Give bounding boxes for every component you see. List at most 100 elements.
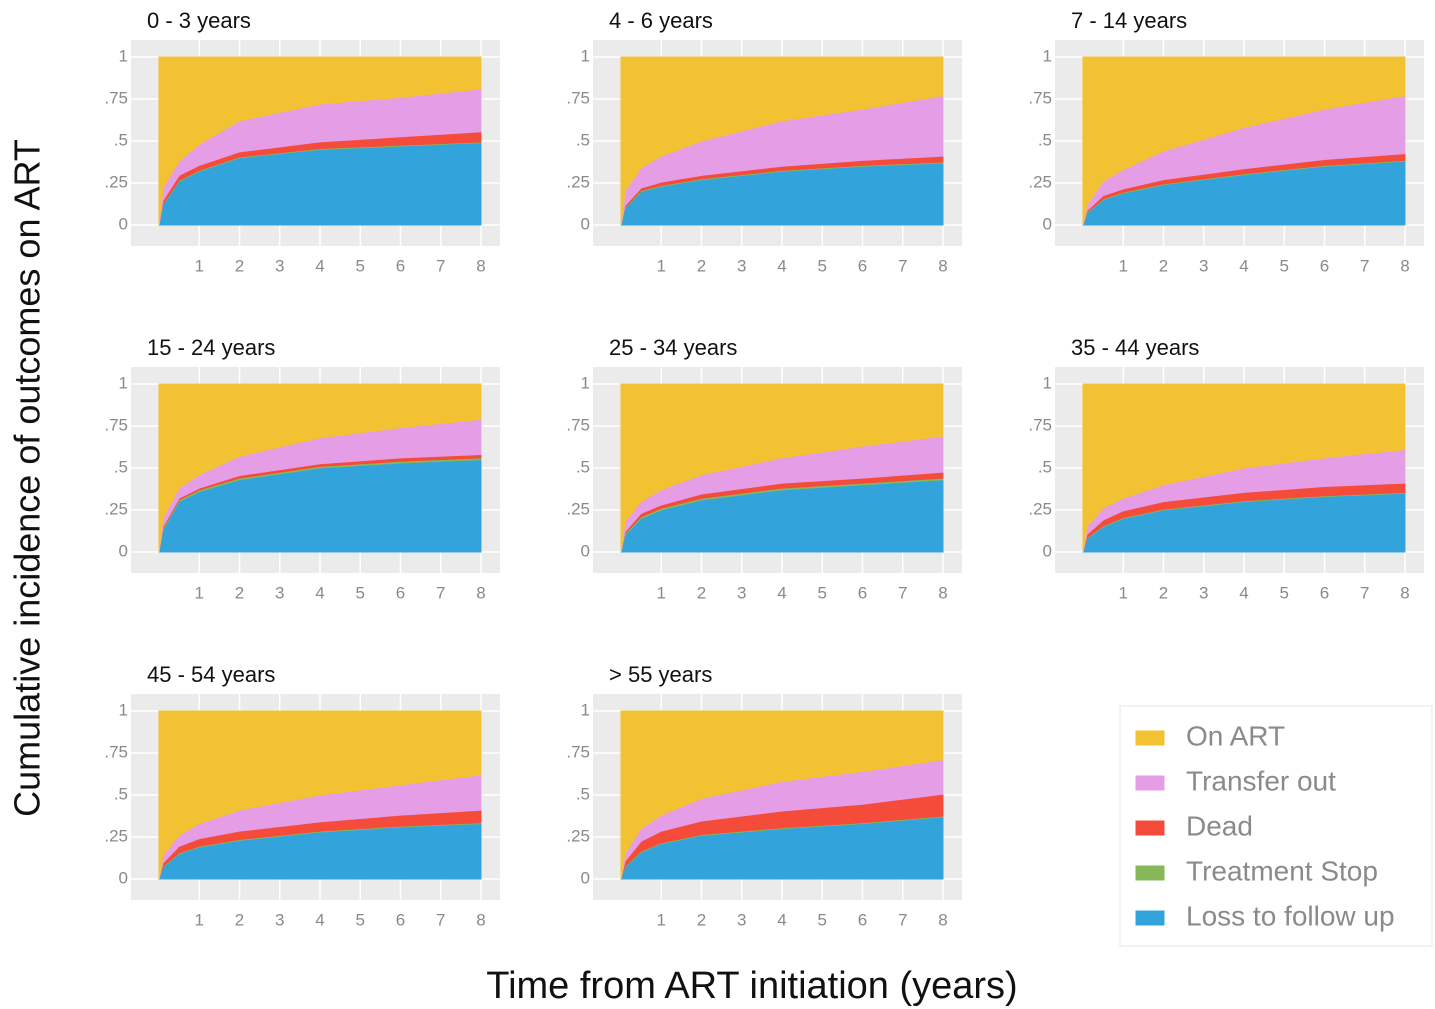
legend-swatch bbox=[1135, 775, 1165, 791]
x-tick-label: 1 bbox=[1119, 256, 1128, 275]
x-tick-label: 3 bbox=[1199, 583, 1208, 602]
x-tick-label: 5 bbox=[356, 583, 365, 602]
y-tick-label: .5 bbox=[1038, 130, 1052, 149]
y-tick-label: .5 bbox=[576, 130, 590, 149]
y-tick-label: .75 bbox=[566, 88, 590, 107]
x-tick-label: 6 bbox=[396, 583, 405, 602]
y-axis-label: Cumulative incidence of outcomes on ART bbox=[7, 139, 48, 817]
y-tick-label: .75 bbox=[104, 742, 128, 761]
x-tick-label: 5 bbox=[818, 583, 827, 602]
legend-box bbox=[1119, 705, 1433, 947]
y-tick-label: .25 bbox=[104, 172, 128, 191]
x-tick-label: 8 bbox=[1400, 583, 1409, 602]
y-tick-label: 1 bbox=[581, 46, 590, 65]
y-tick-label: 0 bbox=[119, 868, 128, 887]
x-tick-label: 4 bbox=[1239, 256, 1248, 275]
x-tick-label: 8 bbox=[1400, 256, 1409, 275]
y-tick-label: .75 bbox=[1028, 88, 1052, 107]
y-tick-label: .75 bbox=[104, 415, 128, 434]
y-tick-label: 1 bbox=[581, 373, 590, 392]
area bbox=[158, 710, 482, 880]
y-tick-label: .5 bbox=[114, 784, 128, 803]
x-tick-label: 8 bbox=[476, 910, 485, 929]
x-tick-label: 7 bbox=[898, 910, 907, 929]
y-tick-label: 1 bbox=[581, 700, 590, 719]
x-tick-label: 7 bbox=[898, 256, 907, 275]
y-tick-label: .5 bbox=[114, 130, 128, 149]
x-tick-label: 3 bbox=[737, 910, 746, 929]
x-tick-label: 6 bbox=[396, 910, 405, 929]
x-tick-label: 8 bbox=[476, 256, 485, 275]
x-tick-label: 7 bbox=[436, 910, 445, 929]
x-tick-label: 3 bbox=[737, 256, 746, 275]
y-tick-label: .75 bbox=[566, 415, 590, 434]
y-tick-label: 0 bbox=[1043, 214, 1052, 233]
x-tick-label: 8 bbox=[938, 910, 947, 929]
panel-title: 15 - 24 years bbox=[147, 335, 275, 360]
x-tick-label: 1 bbox=[195, 910, 204, 929]
x-tick-label: 6 bbox=[858, 256, 867, 275]
x-tick-label: 4 bbox=[315, 256, 324, 275]
y-tick-label: 1 bbox=[1043, 46, 1052, 65]
area bbox=[1082, 56, 1406, 226]
x-tick-label: 6 bbox=[396, 256, 405, 275]
x-tick-label: 5 bbox=[1280, 583, 1289, 602]
x-tick-label: 2 bbox=[697, 583, 706, 602]
y-tick-label: .25 bbox=[104, 826, 128, 845]
y-tick-label: .25 bbox=[1028, 499, 1052, 518]
x-tick-label: 6 bbox=[858, 910, 867, 929]
y-tick-label: .25 bbox=[1028, 172, 1052, 191]
x-tick-label: 5 bbox=[818, 256, 827, 275]
y-tick-label: 0 bbox=[119, 541, 128, 560]
area bbox=[620, 710, 944, 880]
y-tick-label: 0 bbox=[581, 541, 590, 560]
x-tick-label: 5 bbox=[1280, 256, 1289, 275]
x-tick-label: 2 bbox=[697, 910, 706, 929]
area bbox=[1082, 383, 1406, 553]
legend-label: Transfer out bbox=[1186, 765, 1336, 796]
x-tick-label: 7 bbox=[1360, 256, 1369, 275]
x-tick-label: 2 bbox=[235, 583, 244, 602]
x-tick-label: 8 bbox=[938, 256, 947, 275]
legend-swatch bbox=[1135, 820, 1165, 836]
x-tick-label: 1 bbox=[657, 256, 666, 275]
panel-title: > 55 years bbox=[609, 662, 712, 687]
panel-title: 25 - 34 years bbox=[609, 335, 737, 360]
x-tick-label: 4 bbox=[777, 583, 786, 602]
x-tick-label: 1 bbox=[195, 256, 204, 275]
x-tick-label: 3 bbox=[737, 583, 746, 602]
legend-label: On ART bbox=[1186, 720, 1285, 751]
y-tick-label: 1 bbox=[119, 46, 128, 65]
panel-title: 4 - 6 years bbox=[609, 8, 713, 33]
x-tick-label: 7 bbox=[898, 583, 907, 602]
x-tick-label: 2 bbox=[1159, 256, 1168, 275]
y-tick-label: 0 bbox=[1043, 541, 1052, 560]
area bbox=[158, 383, 482, 553]
x-tick-label: 8 bbox=[938, 583, 947, 602]
x-tick-label: 4 bbox=[315, 583, 324, 602]
x-tick-label: 3 bbox=[1199, 256, 1208, 275]
area bbox=[620, 383, 944, 553]
area bbox=[158, 56, 482, 226]
x-tick-label: 8 bbox=[476, 583, 485, 602]
x-tick-label: 2 bbox=[235, 256, 244, 275]
y-tick-label: .5 bbox=[114, 457, 128, 476]
x-tick-label: 3 bbox=[275, 910, 284, 929]
legend-label: Treatment Stop bbox=[1186, 855, 1378, 886]
x-tick-label: 6 bbox=[1320, 256, 1329, 275]
x-tick-label: 7 bbox=[436, 583, 445, 602]
y-tick-label: 0 bbox=[581, 214, 590, 233]
y-tick-label: 0 bbox=[581, 868, 590, 887]
legend-swatch bbox=[1135, 910, 1165, 926]
x-tick-label: 1 bbox=[195, 583, 204, 602]
y-tick-label: .75 bbox=[104, 88, 128, 107]
y-tick-label: 1 bbox=[119, 700, 128, 719]
x-tick-label: 2 bbox=[235, 910, 244, 929]
x-tick-label: 7 bbox=[1360, 583, 1369, 602]
x-tick-label: 1 bbox=[1119, 583, 1128, 602]
legend-label: Dead bbox=[1186, 810, 1253, 841]
x-tick-label: 4 bbox=[777, 256, 786, 275]
panel-title: 7 - 14 years bbox=[1071, 8, 1187, 33]
x-tick-label: 2 bbox=[1159, 583, 1168, 602]
